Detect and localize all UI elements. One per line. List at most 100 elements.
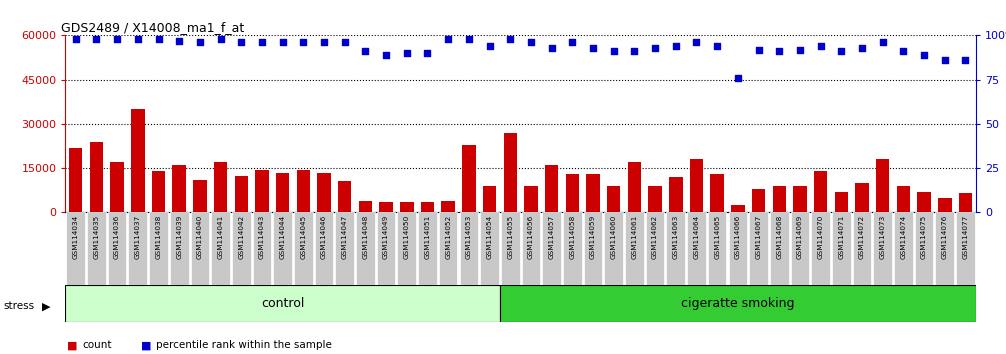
Bar: [876, 159, 889, 212]
Bar: [504, 133, 517, 212]
Bar: [483, 186, 496, 212]
Point: [709, 43, 725, 49]
Bar: [172, 165, 186, 212]
Bar: [791, 212, 809, 285]
Bar: [152, 171, 165, 212]
Text: stress: stress: [3, 301, 34, 311]
Bar: [708, 212, 726, 285]
Text: count: count: [82, 340, 112, 350]
Text: GSM114034: GSM114034: [72, 215, 78, 259]
Bar: [214, 162, 227, 212]
Point: [316, 40, 332, 45]
Bar: [542, 212, 561, 285]
Point: [398, 50, 414, 56]
Bar: [480, 212, 499, 285]
Text: GSM114054: GSM114054: [487, 215, 493, 259]
Text: GSM114059: GSM114059: [591, 215, 596, 259]
Text: GSM114044: GSM114044: [280, 215, 286, 259]
Bar: [170, 212, 188, 285]
Text: GSM114063: GSM114063: [673, 215, 679, 259]
Bar: [234, 176, 248, 212]
Bar: [439, 212, 458, 285]
Bar: [400, 202, 413, 212]
Bar: [832, 212, 851, 285]
Point: [833, 48, 849, 54]
Bar: [749, 212, 768, 285]
Bar: [649, 186, 662, 212]
Point: [668, 43, 684, 49]
Point: [130, 36, 146, 42]
Bar: [855, 183, 869, 212]
Text: GSM114077: GSM114077: [963, 215, 969, 259]
Text: GSM114062: GSM114062: [652, 215, 658, 259]
Bar: [524, 186, 537, 212]
Text: ■: ■: [67, 340, 77, 350]
Point: [109, 36, 125, 42]
Text: GSM114061: GSM114061: [632, 215, 638, 259]
Bar: [65, 285, 500, 322]
Bar: [297, 170, 310, 212]
Bar: [793, 186, 807, 212]
Text: GSM114074: GSM114074: [900, 215, 906, 259]
Bar: [625, 212, 644, 285]
Text: GSM114048: GSM114048: [362, 215, 368, 259]
Text: GSM114040: GSM114040: [197, 215, 203, 259]
Bar: [149, 212, 168, 285]
Bar: [190, 212, 209, 285]
Bar: [628, 162, 641, 212]
Bar: [853, 212, 871, 285]
Text: GSM114047: GSM114047: [342, 215, 348, 259]
Bar: [274, 212, 292, 285]
Bar: [460, 212, 478, 285]
Bar: [545, 165, 558, 212]
Bar: [418, 212, 437, 285]
Bar: [462, 144, 476, 212]
Bar: [835, 192, 848, 212]
Bar: [563, 212, 581, 285]
Text: GSM114073: GSM114073: [879, 215, 885, 259]
Point: [750, 47, 767, 52]
Point: [792, 47, 808, 52]
Bar: [896, 186, 910, 212]
Text: GSM114056: GSM114056: [528, 215, 534, 259]
Bar: [276, 172, 290, 212]
Point: [729, 75, 745, 81]
Bar: [253, 212, 272, 285]
Point: [192, 40, 208, 45]
Point: [420, 50, 436, 56]
Point: [275, 40, 291, 45]
Bar: [690, 159, 703, 212]
Text: GSM114065: GSM114065: [714, 215, 720, 259]
Bar: [131, 109, 145, 212]
Point: [212, 36, 228, 42]
Point: [482, 43, 498, 49]
Bar: [605, 212, 623, 285]
Bar: [501, 212, 519, 285]
Bar: [211, 212, 230, 285]
Bar: [710, 174, 724, 212]
Bar: [500, 285, 976, 322]
Text: GSM114036: GSM114036: [114, 215, 120, 259]
Point: [523, 40, 539, 45]
Bar: [129, 212, 147, 285]
Bar: [108, 212, 127, 285]
Bar: [751, 189, 766, 212]
Bar: [667, 212, 685, 285]
Text: GSM114058: GSM114058: [569, 215, 575, 259]
Point: [564, 40, 580, 45]
Text: GSM114042: GSM114042: [238, 215, 244, 259]
Point: [688, 40, 704, 45]
Text: GSM114066: GSM114066: [734, 215, 740, 259]
Text: percentile rank within the sample: percentile rank within the sample: [156, 340, 332, 350]
Bar: [317, 172, 331, 212]
Text: GDS2489 / X14008_ma1_f_at: GDS2489 / X14008_ma1_f_at: [60, 21, 244, 34]
Text: GSM114037: GSM114037: [135, 215, 141, 259]
Text: GSM114053: GSM114053: [466, 215, 472, 259]
Text: GSM114035: GSM114035: [94, 215, 100, 259]
Bar: [565, 174, 579, 212]
Bar: [773, 186, 786, 212]
Bar: [421, 202, 435, 212]
Bar: [917, 192, 931, 212]
Point: [254, 40, 270, 45]
Bar: [522, 212, 540, 285]
